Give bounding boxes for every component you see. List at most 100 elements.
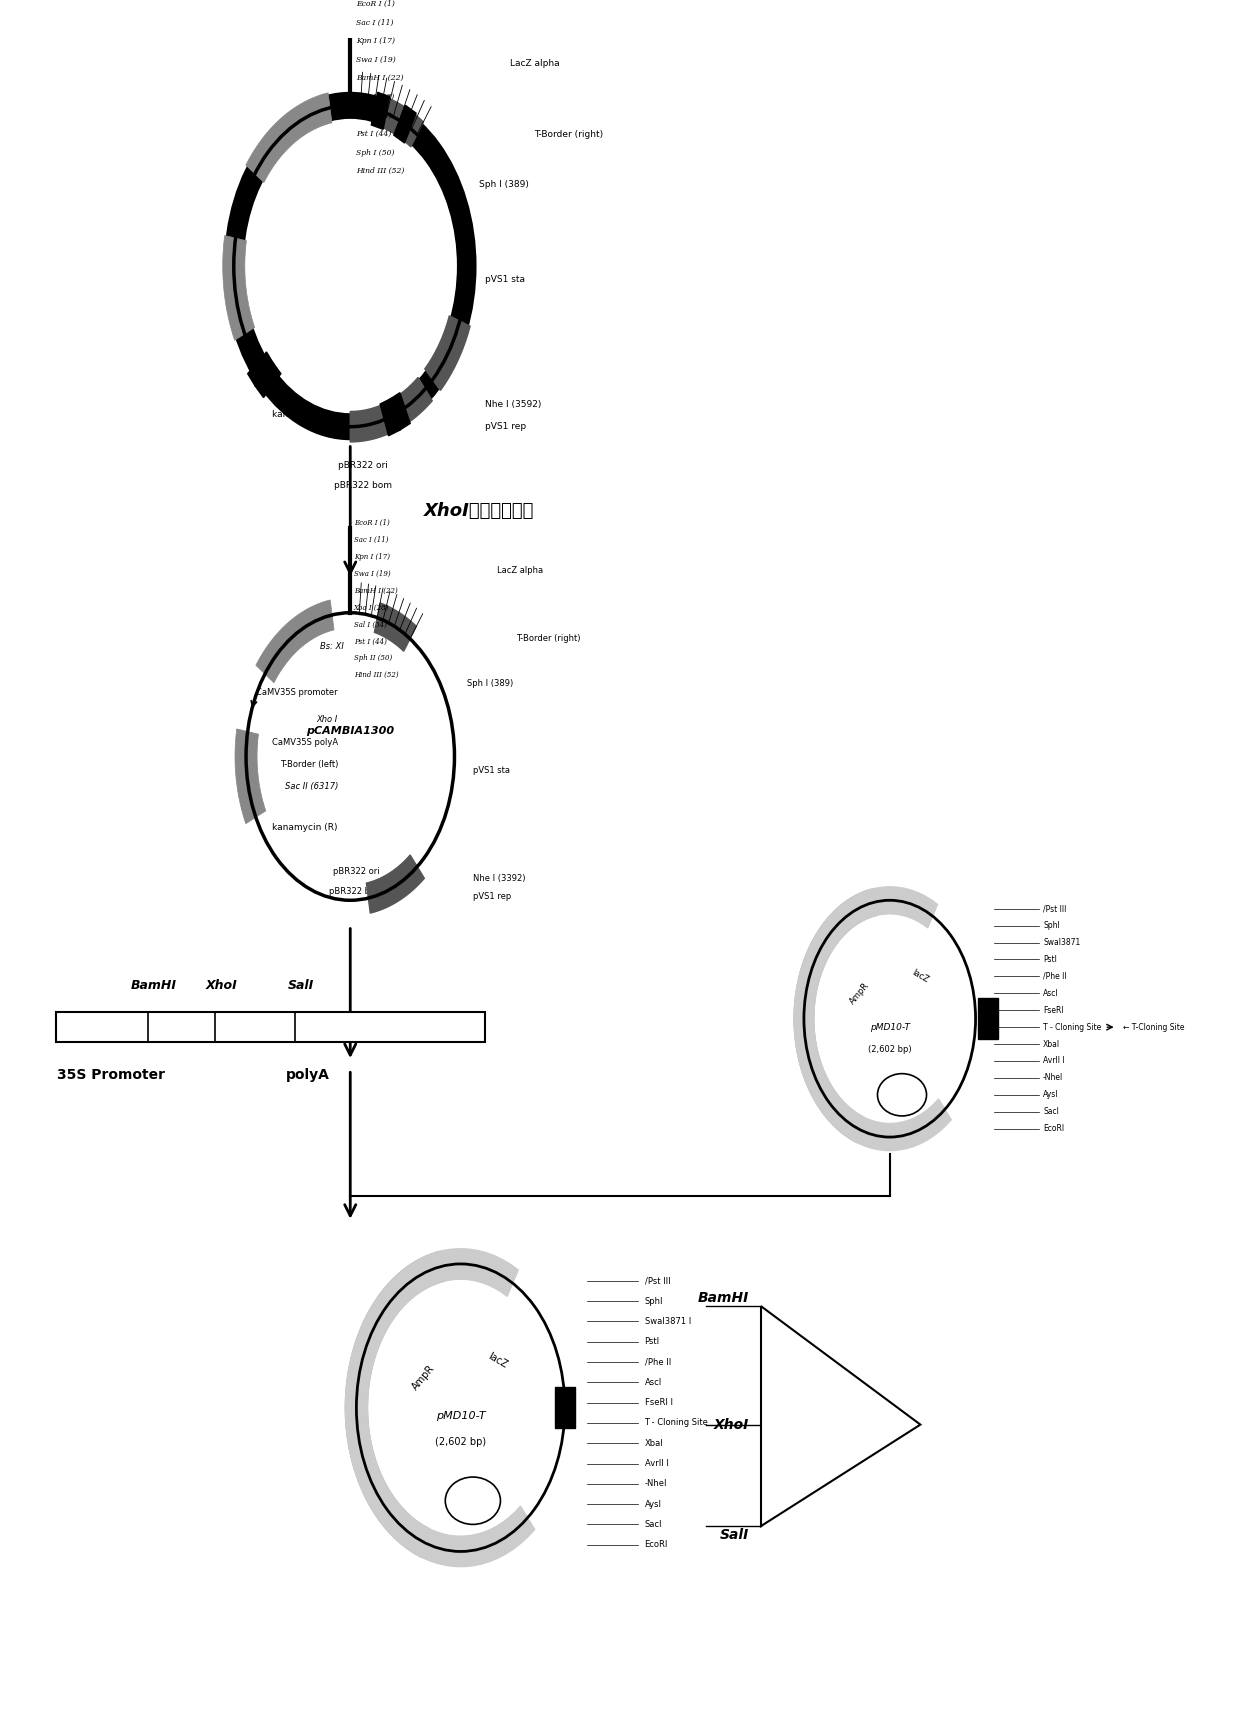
Text: Hind III (52): Hind III (52)	[353, 672, 398, 679]
Text: Sph II (50): Sph II (50)	[353, 654, 392, 663]
Polygon shape	[346, 1252, 444, 1557]
Text: lacZ: lacZ	[910, 969, 930, 984]
Polygon shape	[377, 95, 423, 148]
Text: ori: ori	[897, 1090, 908, 1099]
Text: /Phe II: /Phe II	[1043, 972, 1066, 981]
Text: pVS1 sta: pVS1 sta	[485, 274, 525, 285]
Text: BamHI: BamHI	[131, 979, 177, 991]
Text: polyA: polyA	[285, 1068, 330, 1082]
Text: Kpn I (17): Kpn I (17)	[353, 554, 389, 561]
Bar	[381, 398, 401, 436]
Text: -NheI: -NheI	[645, 1479, 667, 1488]
Text: Kpn I (17): Kpn I (17)	[356, 36, 396, 45]
Text: AmpR: AmpR	[848, 981, 870, 1005]
Text: Sac I (11): Sac I (11)	[356, 19, 394, 26]
Polygon shape	[236, 729, 265, 823]
Text: /Pst III: /Pst III	[1043, 904, 1066, 913]
Polygon shape	[794, 889, 877, 1142]
Text: pMD10-T: pMD10-T	[869, 1023, 910, 1031]
Text: Sph I (389): Sph I (389)	[479, 181, 529, 189]
Text: EcoRI: EcoRI	[1043, 1125, 1064, 1134]
Text: /Phe II: /Phe II	[645, 1358, 671, 1366]
Text: AscI: AscI	[645, 1378, 662, 1387]
Text: SphI: SphI	[1043, 922, 1060, 930]
Bar	[394, 106, 417, 142]
Text: 8358 bp: 8358 bp	[325, 279, 376, 293]
Text: SwaI3871: SwaI3871	[1043, 937, 1080, 948]
Bar	[248, 352, 274, 387]
Text: pBR322 ori: pBR322 ori	[334, 866, 379, 877]
Text: Xho I: Xho I	[316, 715, 339, 724]
Polygon shape	[246, 92, 332, 182]
Text: pBR322 bom: pBR322 bom	[330, 887, 383, 896]
Text: SalI: SalI	[288, 979, 314, 991]
Text: Xba I (28): Xba I (28)	[353, 604, 389, 611]
Text: Xba I (28): Xba I (28)	[356, 94, 394, 101]
Text: Sal I (34): Sal I (34)	[356, 111, 392, 120]
Text: AysI: AysI	[1043, 1090, 1059, 1099]
Circle shape	[224, 92, 476, 441]
Text: Sac II (6317): Sac II (6317)	[285, 783, 339, 792]
Text: (2,602 bp): (2,602 bp)	[868, 1045, 911, 1054]
Text: PstI: PstI	[1043, 955, 1056, 963]
Text: pVS1 rep: pVS1 rep	[485, 422, 526, 431]
Text: Sph I (389): Sph I (389)	[466, 679, 513, 687]
Text: pCAMBIA1300: pCAMBIA1300	[301, 229, 399, 241]
Text: LacZ alpha: LacZ alpha	[510, 59, 559, 68]
Polygon shape	[346, 1248, 534, 1566]
Text: lacZ: lacZ	[486, 1351, 508, 1370]
Text: PstI: PstI	[645, 1337, 660, 1345]
Text: Nhe I (3392): Nhe I (3392)	[472, 873, 526, 884]
Text: FseRI: FseRI	[1043, 1005, 1064, 1016]
Bar	[371, 92, 389, 130]
Text: XbaI: XbaI	[1043, 1040, 1060, 1049]
Text: AvrII I: AvrII I	[645, 1458, 668, 1469]
Text: SalI: SalI	[719, 1528, 749, 1542]
Polygon shape	[255, 601, 334, 682]
Text: Pst I (44): Pst I (44)	[356, 130, 392, 139]
Text: Sac I (11): Sac I (11)	[353, 536, 388, 543]
Text: T-Border (right): T-Border (right)	[516, 634, 580, 642]
Text: XhoI酶切后自连接: XhoI酶切后自连接	[424, 502, 534, 521]
Text: LacZ alpha: LacZ alpha	[497, 566, 543, 575]
Polygon shape	[425, 316, 470, 391]
Text: CaMV35S promoter: CaMV35S promoter	[257, 163, 339, 172]
Text: pVS1 sta: pVS1 sta	[472, 766, 510, 774]
Circle shape	[243, 118, 456, 413]
Text: pBR322 ori: pBR322 ori	[337, 462, 387, 470]
Text: Nhe I (3592): Nhe I (3592)	[485, 401, 542, 410]
Text: Pst I (44): Pst I (44)	[353, 637, 387, 646]
Text: kanamycin (R): kanamycin (R)	[273, 823, 339, 832]
Text: FseRI I: FseRI I	[645, 1397, 672, 1408]
Text: AysI: AysI	[645, 1500, 661, 1509]
Text: BamH I (22): BamH I (22)	[356, 75, 404, 82]
Polygon shape	[223, 236, 254, 340]
Text: Sph I (50): Sph I (50)	[356, 149, 394, 156]
Text: T - Cloning Site: T - Cloning Site	[645, 1418, 708, 1427]
Polygon shape	[350, 377, 433, 443]
Text: ori: ori	[466, 1496, 479, 1505]
Text: 35S Promoter: 35S Promoter	[57, 1068, 165, 1082]
Text: T-Border (right): T-Border (right)	[534, 130, 604, 139]
Text: Sac II (6317): Sac II (6317)	[285, 368, 339, 377]
Ellipse shape	[878, 1073, 926, 1116]
Polygon shape	[367, 856, 424, 913]
Text: Swa I (19): Swa I (19)	[356, 56, 396, 64]
Text: EcoRI: EcoRI	[645, 1540, 668, 1549]
Text: /Pst III: /Pst III	[645, 1276, 670, 1285]
Text: CaMV35S promoter: CaMV35S promoter	[257, 687, 339, 696]
Text: CaMV35S polyA: CaMV35S polyA	[272, 326, 339, 335]
Text: BamH I (22): BamH I (22)	[353, 587, 398, 595]
Text: SacI: SacI	[1043, 1108, 1059, 1116]
Text: Hind III (52): Hind III (52)	[356, 167, 404, 175]
Text: pBR322 bom: pBR322 bom	[334, 481, 392, 490]
Text: -NheI: -NheI	[1043, 1073, 1063, 1082]
Text: Bs: XI: Bs: XI	[320, 642, 345, 651]
Text: SacI: SacI	[645, 1521, 662, 1529]
Polygon shape	[761, 1305, 920, 1526]
Bar	[978, 998, 998, 1038]
Text: kanamycin (R): kanamycin (R)	[273, 410, 339, 420]
Text: Xho I (7929): Xho I (7929)	[286, 191, 339, 200]
Text: hygromycin (R): hygromycin (R)	[269, 231, 339, 240]
Text: ← T-Cloning Site: ← T-Cloning Site	[1122, 1023, 1184, 1031]
